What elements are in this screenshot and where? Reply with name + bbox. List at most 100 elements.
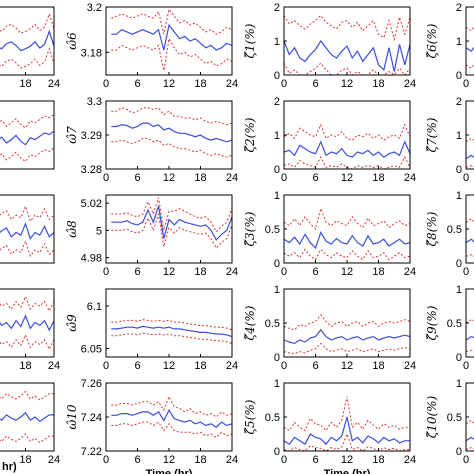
x-tick-label: 0: [463, 360, 469, 372]
series-upper-line: [283, 206, 411, 230]
series-lower-line: [0, 47, 55, 69]
series-upper-line: [465, 137, 474, 143]
series-upper-line: [465, 218, 474, 223]
x-tick-label: 0: [281, 78, 287, 90]
y-tick-label: 0: [456, 164, 462, 176]
series-upper-line: [111, 197, 233, 233]
x-tick-label: 0: [463, 266, 469, 278]
x-tick-label: 6: [134, 78, 140, 90]
x-tick-label: 0: [463, 454, 469, 466]
series-lower-line: [0, 147, 55, 163]
axes-frame: [0, 288, 55, 358]
y-tick-label: 1: [456, 190, 462, 202]
panel-r1c1: 0 6 12 18 24 3.3 3.29 3.28 ω̂7: [65, 96, 238, 184]
y-tick-label: 1: [456, 130, 462, 142]
x-tick-label: 24: [48, 360, 60, 372]
series-mean-line: [111, 23, 233, 51]
x-tick-label: 18: [194, 360, 206, 372]
axes-frame: [0, 194, 55, 264]
y-tick-label: 0.5: [447, 412, 462, 424]
y-tick-label: 2: [456, 2, 462, 14]
series-upper-line: [465, 26, 474, 32]
panel-r1c2: 0 6 12 18 24 2 1 0 ζ̂2(%): [243, 96, 416, 184]
y-tick-label: 2: [456, 96, 462, 108]
series-mean-line: [465, 335, 474, 341]
y-tick-label: 0.5: [265, 224, 280, 236]
x-tick-label: 0: [103, 360, 109, 372]
axes-frame: [105, 100, 233, 170]
panel-r4c3: 0 1 0.5 0 ζ̂10(%): [425, 378, 474, 466]
series-upper-line: [0, 295, 55, 313]
series-mean-line: [0, 130, 55, 146]
y-axis-label: ζ̂1(%): [243, 23, 257, 58]
series-mean-line: [283, 39, 411, 72]
series-lower-line: [283, 432, 410, 452]
x-axis-label-partial: hr): [2, 461, 17, 473]
series-mean-line: [465, 154, 474, 160]
x-tick-label: 0: [103, 172, 109, 184]
x-tick-label: 12: [163, 172, 175, 184]
y-tick-label: 0: [274, 258, 280, 270]
series-upper-line: [283, 14, 411, 42]
panel-r4c2: 0 6 12 18 24 1 0.5 0 ζ̂5(%) Time (hr): [243, 378, 416, 474]
y-axis-label: ζ̂9(%): [425, 305, 439, 340]
series-upper-line: [0, 12, 55, 34]
series-lower-line: [283, 62, 411, 76]
y-tick-label: 3.18: [81, 47, 102, 59]
y-tick-label: 2: [274, 2, 280, 14]
y-tick-label: 1: [274, 284, 280, 296]
series-mean-line: [0, 222, 55, 240]
x-tick-label: 12: [341, 266, 353, 278]
x-tick-label: 24: [404, 78, 416, 90]
x-tick-label: 6: [312, 172, 318, 184]
x-tick-label: 12: [341, 78, 353, 90]
x-tick-label: 0: [103, 454, 109, 466]
x-tick-label: 18: [194, 266, 206, 278]
x-axis-label: Time (hr): [146, 468, 193, 474]
y-tick-label: 4.98: [81, 253, 102, 265]
axes-frame: [0, 382, 55, 452]
y-tick-label: 1: [456, 36, 462, 48]
x-tick-label: 18: [194, 454, 206, 466]
x-tick-label: 0: [281, 360, 287, 372]
x-tick-label: 18: [372, 454, 384, 466]
y-tick-label: 3.2: [87, 2, 102, 14]
y-tick-label: 1: [274, 378, 280, 390]
axes-frame: [105, 288, 233, 358]
series-upper-line: [0, 113, 55, 129]
y-axis-label: ζ̂7(%): [425, 117, 439, 152]
y-tick-label: 0: [456, 70, 462, 82]
y-tick-label: 7.24: [81, 412, 102, 424]
y-tick-label: 0.5: [265, 318, 280, 330]
series-mean-line: [111, 325, 233, 338]
x-tick-label: 24: [226, 78, 238, 90]
y-tick-label: 0: [274, 352, 280, 364]
x-tick-label: 24: [226, 454, 238, 466]
x-tick-label: 18: [19, 78, 31, 90]
y-axis-label: ζ̂2(%): [243, 117, 257, 152]
x-tick-label: 18: [19, 360, 31, 372]
y-tick-label: 7.26: [81, 378, 102, 390]
y-tick-label: 3.28: [81, 164, 102, 176]
axes-frame: [283, 6, 411, 76]
series-mean-line: [283, 328, 411, 345]
y-tick-label: 3.3: [87, 96, 102, 108]
y-tick-label: 1: [456, 284, 462, 296]
axes-frame: [0, 6, 55, 76]
series-mean-line: [111, 122, 233, 143]
x-tick-label: 6: [312, 78, 318, 90]
y-tick-label: 5.02: [81, 198, 102, 210]
axes-frame: [105, 382, 233, 452]
series-upper-line: [111, 319, 233, 331]
panel-r3c0: 18 24: [0, 288, 60, 372]
x-axis-label: Time (hr): [324, 468, 371, 474]
series-lower-line: [465, 349, 474, 353]
x-tick-label: 6: [312, 454, 318, 466]
x-tick-label: 12: [163, 266, 175, 278]
series-lower-line: [111, 332, 233, 344]
series-upper-line: [283, 313, 411, 331]
series-lower-line: [0, 239, 55, 258]
y-tick-label: 0: [274, 446, 280, 458]
y-axis-label: ω̂8: [65, 220, 79, 238]
x-tick-label: 18: [194, 172, 206, 184]
